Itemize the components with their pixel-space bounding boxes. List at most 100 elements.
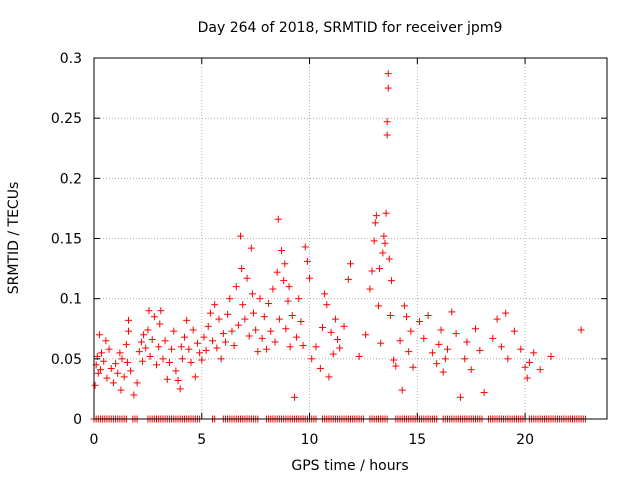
y-tick-label: 0.2 [60, 171, 82, 187]
data-point [384, 84, 392, 92]
data-point [262, 345, 270, 353]
data-point [476, 346, 484, 354]
data-point [161, 337, 169, 345]
data-point [157, 307, 165, 315]
data-point [390, 356, 398, 364]
y-tick-label: 0.15 [51, 232, 82, 248]
data-point [347, 260, 354, 268]
data-point [467, 366, 475, 374]
data-point [155, 343, 163, 351]
data-point [198, 356, 206, 364]
data-point [497, 343, 505, 351]
data-point [331, 315, 339, 323]
data-point [428, 349, 436, 357]
data-point [409, 363, 417, 371]
y-axis-title: SRMTID / TECUs [6, 182, 22, 295]
data-point [405, 348, 413, 356]
data-point [209, 337, 217, 345]
data-point [463, 338, 471, 346]
data-point [441, 355, 449, 363]
data-point [299, 342, 307, 350]
data-point [137, 338, 145, 346]
data-point [385, 255, 393, 263]
data-point [372, 212, 380, 220]
data-point [183, 316, 191, 324]
data-point [260, 313, 268, 321]
data-point [325, 373, 333, 381]
data-point [94, 369, 102, 377]
data-point [420, 334, 428, 342]
data-point [163, 375, 171, 383]
data-point [510, 327, 518, 335]
data-point [273, 268, 281, 276]
data-point [250, 309, 258, 317]
data-point [196, 349, 204, 357]
data-point [448, 308, 456, 316]
data-point [221, 338, 229, 346]
data-point [159, 355, 167, 363]
data-point [380, 232, 388, 240]
data-point [193, 339, 201, 347]
data-point [265, 299, 273, 307]
data-point [407, 327, 415, 335]
data-point [213, 344, 221, 352]
y-tick-label: 0.25 [51, 111, 82, 127]
data-point [489, 334, 497, 342]
x-tick-label: 0 [90, 432, 99, 448]
data-point [96, 366, 104, 374]
data-point [211, 301, 219, 309]
data-point [176, 385, 184, 393]
data-point [375, 302, 383, 310]
data-point [400, 302, 408, 310]
data-point [286, 343, 294, 351]
data-point [258, 334, 266, 342]
data-point [321, 290, 329, 298]
data-point [100, 357, 108, 365]
data-point [386, 312, 394, 320]
data-point [382, 209, 390, 217]
y-tick-label: 0.1 [60, 292, 82, 308]
data-point [226, 295, 234, 303]
data-point [293, 333, 301, 341]
data-point [415, 318, 423, 326]
data-point [177, 343, 185, 351]
data-point [504, 355, 512, 363]
y-tick-label: 0.05 [51, 352, 82, 368]
data-point [370, 237, 378, 245]
data-point [124, 316, 132, 324]
x-tick-label: 5 [197, 432, 206, 448]
data-point [312, 343, 320, 351]
data-point [187, 358, 195, 366]
data-point [215, 315, 223, 323]
data-point [91, 381, 99, 389]
data-point [355, 352, 363, 360]
data-point [424, 312, 432, 320]
data-point [254, 348, 262, 356]
data-point [547, 352, 555, 360]
data-point [278, 247, 286, 255]
data-point [252, 326, 260, 334]
data-point [377, 339, 385, 347]
data-point [323, 301, 331, 309]
data-point [366, 285, 374, 293]
data-point [237, 232, 245, 240]
data-point [502, 309, 510, 317]
data-point [383, 118, 391, 126]
data-point [117, 386, 125, 394]
data-point [127, 367, 135, 375]
data-point [275, 315, 283, 323]
data-point [112, 360, 120, 368]
data-point [472, 325, 480, 333]
data-point [301, 243, 309, 251]
data-point [536, 366, 544, 374]
data-point [228, 327, 236, 335]
data-point [461, 355, 469, 363]
data-point [146, 352, 154, 360]
data-point [153, 361, 161, 369]
data-point [521, 363, 529, 371]
data-point [234, 321, 242, 329]
data-point [248, 290, 256, 298]
data-point [280, 277, 288, 285]
